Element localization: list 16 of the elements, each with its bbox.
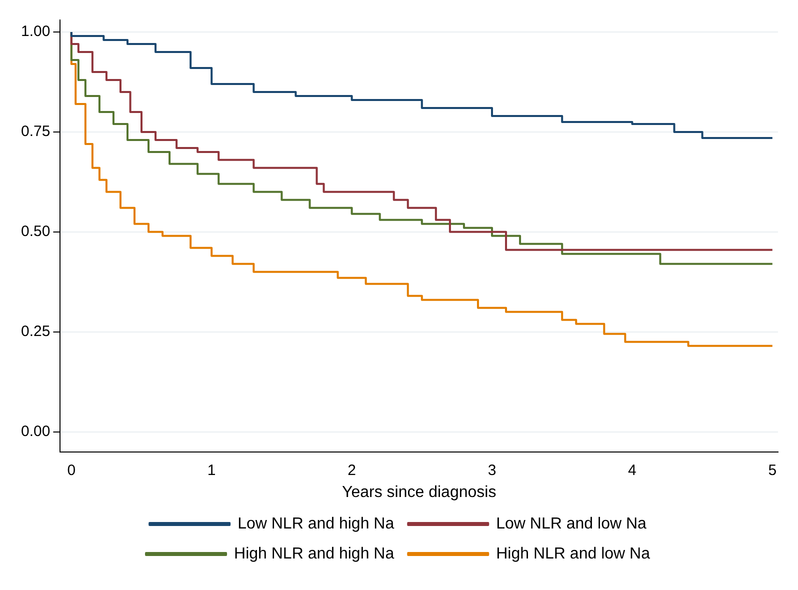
legend-label: High NLR and high Na [234, 545, 394, 562]
x-tick-label: 5 [768, 462, 777, 479]
y-tick-label: 1.00 [20, 23, 50, 40]
x-tick-label: 3 [488, 462, 496, 479]
y-tick-label: 0.00 [20, 422, 50, 440]
legend-label: Low NLR and low Na [496, 515, 647, 532]
x-axis-title: Years since diagnosis [342, 484, 496, 501]
x-tick-label: 0 [67, 462, 76, 479]
legend-label: Low NLR and high Na [238, 515, 394, 532]
x-tick-label: 2 [348, 462, 356, 479]
x-tick-label: 1 [207, 462, 216, 479]
y-tick-label: 0.75 [20, 123, 50, 140]
y-tick-label: 0.50 [20, 223, 50, 240]
y-tick-label: 0.25 [20, 322, 50, 340]
legend-label: High NLR and low Na [496, 545, 650, 562]
x-tick-label: 4 [628, 462, 636, 479]
